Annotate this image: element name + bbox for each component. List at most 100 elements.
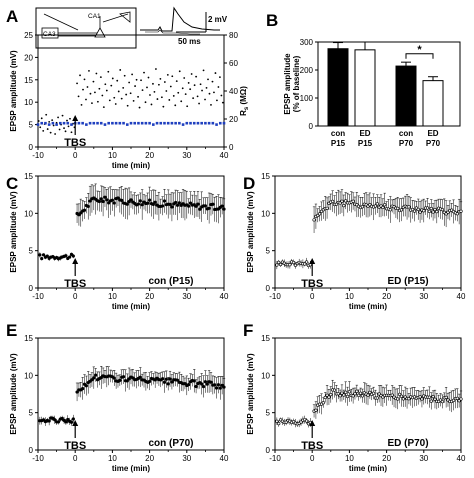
panel-a-ytick-label: 10 — [24, 98, 33, 107]
panel-a-epsp-point — [190, 73, 193, 75]
panel-d-point — [412, 209, 417, 213]
panel-a-epsp-point — [45, 113, 48, 116]
panel-f-point — [418, 395, 422, 399]
panel-f-point — [390, 393, 394, 397]
panel-a-epsp-point — [177, 91, 180, 94]
panel-e-point — [121, 375, 126, 379]
panel-a-epsp-point — [152, 82, 154, 85]
panel-e-point — [127, 377, 131, 381]
panel-c-point — [120, 198, 124, 202]
tbs-arrow-head — [72, 115, 79, 121]
panel-b-axes: 0 100 200 300 — [300, 38, 461, 131]
panel-a-epsp-point — [92, 80, 95, 83]
panel-d-point — [351, 199, 355, 203]
panel-d-point — [427, 209, 431, 214]
panel-c-point — [146, 201, 150, 205]
panel-c-point — [127, 199, 131, 204]
panel-a-rs-point — [47, 123, 51, 126]
panel-f-point — [401, 397, 405, 401]
panel-c-point — [175, 203, 180, 207]
panel-a-ytick-label: 0 — [29, 143, 34, 152]
panel-f-point — [459, 397, 463, 401]
panel-e-ylabel: EPSP amplitude (mV) — [9, 353, 18, 435]
panel-e-point — [56, 420, 61, 424]
panel-d-xtick-label: -10 — [269, 292, 281, 301]
panel-a-epsp-point — [89, 92, 92, 95]
panel-c-point — [151, 202, 155, 207]
panel-e-point — [187, 383, 191, 387]
ca1-label: CA1 — [88, 13, 101, 20]
panel-a-epsp-point — [101, 94, 104, 97]
panel-d-tbs-label: TBS — [301, 278, 323, 290]
panel-d-xtick-label: 30 — [419, 292, 428, 301]
panel-e-point — [118, 378, 122, 382]
panel-a-rs-point — [192, 121, 196, 125]
panel-a-epsp-point — [147, 76, 150, 79]
panel-a-epsp-point — [217, 86, 220, 88]
panel-b-frame — [317, 41, 461, 127]
panel-a-epsp-point — [189, 88, 192, 91]
panel-a-epsp-point — [129, 92, 132, 95]
panel-e-xtick-label: -10 — [32, 454, 44, 463]
panel-e-point — [41, 418, 46, 422]
panel-a-epsp-point — [216, 99, 218, 102]
panel-f-point — [299, 420, 303, 424]
panel-a-epsp-point — [69, 117, 71, 120]
panel-e-condition: con (P70) — [148, 438, 193, 449]
panel-a-epsp-point — [201, 89, 203, 92]
panel-a-epsp-point — [107, 70, 110, 73]
panel-e-point — [99, 375, 103, 380]
panel-f-point — [431, 395, 435, 399]
panel-a-xtick-label: 20 — [145, 151, 154, 160]
panel-c-point — [198, 207, 202, 211]
panel-c-point — [174, 200, 178, 205]
panel-f-xtick-label: 30 — [419, 454, 428, 463]
panel-d-point — [325, 206, 329, 210]
panel-a-epsp-point — [153, 90, 156, 93]
panel-f-tbs-label: TBS — [301, 440, 323, 452]
panel-a-xtick-label: 30 — [182, 151, 191, 160]
panel-e-xtick-label: 0 — [73, 454, 78, 463]
panel-label-a: A — [6, 7, 18, 26]
panel-b-bar — [354, 49, 376, 127]
panel-c-point — [110, 198, 114, 202]
panel-d-point — [388, 208, 392, 212]
panel-b-bar — [395, 65, 417, 127]
panel-a-epsp-point — [123, 74, 126, 77]
panel-e-point — [90, 378, 94, 382]
panel-a-epsp-point — [108, 99, 111, 102]
panel-b-category-label: ED — [359, 129, 370, 138]
panel-a-epsp-points — [37, 68, 224, 135]
panel-e-point — [164, 377, 168, 381]
panel-a-epsp-point — [166, 73, 169, 76]
circuit-inset: CA3 CA1 — [35, 7, 137, 49]
panel-e-point — [64, 420, 68, 424]
panel-f-point — [368, 390, 372, 394]
panel-c-point — [64, 254, 68, 258]
panel-a-epsp-point — [39, 126, 42, 129]
panel-b-significance-bracket — [405, 53, 434, 59]
panel-c-point — [79, 211, 83, 215]
panel-e-xlabel: time (min) — [112, 464, 151, 473]
panel-e-point — [192, 379, 196, 383]
panel-b-bar — [422, 80, 444, 127]
panel-f-ylabel: EPSP amplitude (mV) — [246, 353, 255, 435]
panel-a-rs-point — [152, 123, 155, 126]
panel-a-rs-point — [155, 121, 159, 125]
panel-c-point — [129, 198, 133, 202]
tbs-arrow-head — [72, 420, 79, 426]
panel-a-epsp-point — [61, 114, 64, 117]
panel-a-xtick-label: -10 — [32, 151, 44, 160]
panel-c-point — [140, 203, 144, 207]
panel-d-point — [303, 262, 307, 266]
panel-a-epsp-point — [137, 95, 139, 98]
panel-c-point — [194, 204, 198, 208]
panel-a-rs-point — [137, 121, 140, 125]
panel-a-epsp-point — [204, 98, 206, 101]
panel-d-point — [277, 260, 281, 264]
panel-a-epsp-point — [168, 99, 171, 101]
panel-a-rs-point — [144, 121, 148, 125]
example-trace: 2 mV 50 ms — [140, 6, 228, 46]
panel-a-epsp-point — [42, 129, 45, 132]
